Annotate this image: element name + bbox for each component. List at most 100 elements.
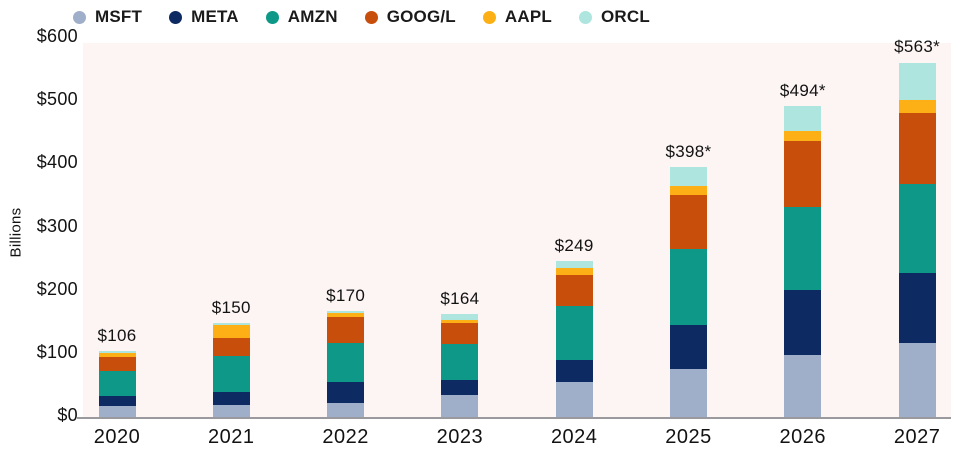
bar-segment-googl — [670, 195, 707, 250]
stacked-bar-2026 — [784, 106, 822, 418]
y-tick-label: $300 — [36, 215, 78, 236]
bar-segment-meta — [327, 381, 365, 404]
bar-segment-msft — [98, 406, 136, 418]
legend-label: GOOG/L — [386, 7, 456, 26]
chart-legend: MSFT META AMZN GOOG/L AAPL ORCL — [73, 7, 650, 27]
bar-total-label: $106 — [97, 326, 137, 345]
bar-segment-googl — [784, 141, 822, 208]
bar-segment-orcl — [898, 62, 936, 101]
bar-segment-aapl — [98, 352, 136, 357]
x-tick-label: 2023 — [436, 426, 484, 448]
legend-label: ORCL — [600, 7, 650, 26]
bar-segment-orcl — [441, 314, 479, 320]
legend-swatch-icon — [482, 10, 496, 24]
legend-item-orcl: ORCL — [578, 7, 650, 27]
bar-total-label: $164 — [440, 289, 480, 309]
bar-segment-orcl — [670, 166, 707, 186]
stacked-bar-2027 — [898, 62, 936, 418]
legend-swatch-icon — [169, 10, 183, 24]
y-tick-label: $100 — [36, 341, 78, 362]
bar-segment-msft — [555, 381, 593, 418]
legend-swatch-icon — [73, 10, 86, 24]
bar-segment-meta — [898, 273, 936, 344]
bar-segment-meta — [555, 360, 593, 382]
x-tick-label: 2025 — [665, 426, 712, 448]
legend-swatch-icon — [578, 10, 592, 24]
bar-segment-orcl — [784, 106, 822, 132]
stacked-bar-2020 — [98, 351, 136, 418]
legend-label: MSFT — [95, 7, 143, 26]
bar-segment-aapl — [212, 324, 250, 338]
bar-total-label: $150 — [211, 298, 251, 318]
bar-segment-amzn — [555, 306, 593, 361]
bar-segment-googl — [327, 316, 365, 343]
x-tick-label: 2024 — [550, 426, 598, 448]
legend-swatch-icon — [265, 10, 279, 24]
stacked-bar-2025 — [670, 166, 707, 418]
bar-segment-meta — [441, 379, 479, 396]
x-tick-label: 2021 — [208, 426, 255, 448]
legend-label: AAPL — [504, 7, 552, 26]
bar-segment-msft — [441, 395, 479, 418]
bar-segment-orcl — [327, 310, 365, 314]
bar-segment-meta — [670, 324, 707, 369]
stacked-bar-2023 — [441, 314, 479, 418]
bar-segment-orcl — [555, 260, 593, 268]
y-tick-label: $0 — [57, 405, 78, 425]
bar-segment-googl — [898, 113, 936, 184]
bar-segment-msft — [898, 343, 936, 418]
bar-segment-meta — [212, 392, 250, 405]
bar-segment-amzn — [98, 370, 136, 396]
bar-segment-orcl — [212, 323, 250, 325]
bar-segment-aapl — [555, 267, 593, 275]
bar-segment-googl — [555, 274, 593, 307]
bar-total-label: $170 — [326, 285, 366, 305]
bar-total-label: $494* — [779, 81, 826, 100]
x-tick-label: 2026 — [779, 426, 827, 448]
bar-segment-amzn — [327, 342, 365, 382]
legend-item-amzn: AMZN — [265, 7, 338, 27]
stacked-bar-2022 — [327, 310, 365, 418]
bar-segment-msft — [212, 404, 250, 419]
bar-segment-googl — [441, 322, 479, 344]
bar-total-label: $563* — [894, 37, 941, 57]
x-axis-line — [77, 417, 951, 419]
bar-segment-googl — [98, 356, 136, 371]
bar-segment-meta — [98, 395, 136, 406]
bar-total-label: $398* — [665, 141, 712, 161]
bar-segment-amzn — [212, 355, 250, 393]
bar-segment-msft — [670, 368, 707, 418]
stacked-bar-2024 — [555, 260, 593, 418]
legend-item-msft: MSFT — [73, 7, 142, 27]
legend-label: AMZN — [287, 7, 338, 26]
bar-segment-aapl — [898, 100, 936, 114]
bar-segment-aapl — [441, 319, 479, 323]
bar-segment-meta — [784, 289, 822, 355]
y-tick-label: $200 — [36, 278, 78, 299]
legend-label: META — [191, 7, 239, 26]
bar-segment-aapl — [784, 131, 822, 142]
bar-segment-aapl — [327, 313, 365, 317]
bar-segment-orcl — [98, 351, 136, 353]
x-tick-label: 2027 — [893, 426, 941, 448]
bar-segment-googl — [212, 337, 250, 356]
stacked-bar-2021 — [212, 323, 250, 419]
bar-segment-msft — [327, 403, 365, 418]
x-tick-label: 2020 — [93, 426, 141, 448]
legend-item-meta: META — [169, 7, 239, 27]
bar-segment-amzn — [898, 183, 936, 274]
legend-item-googl: GOOG/L — [364, 7, 456, 27]
x-tick-label: 2022 — [322, 426, 369, 448]
bar-total-label: $249 — [554, 235, 594, 255]
legend-item-aapl: AAPL — [482, 7, 552, 27]
bar-segment-amzn — [670, 249, 707, 325]
bar-segment-amzn — [441, 343, 479, 380]
bar-segment-aapl — [670, 185, 707, 196]
legend-swatch-icon — [364, 10, 378, 24]
y-tick-label: $600 — [36, 26, 78, 46]
y-tick-label: $400 — [36, 152, 78, 173]
bar-segment-msft — [784, 354, 822, 418]
y-tick-label: $500 — [36, 89, 78, 110]
bar-segment-amzn — [784, 207, 822, 290]
